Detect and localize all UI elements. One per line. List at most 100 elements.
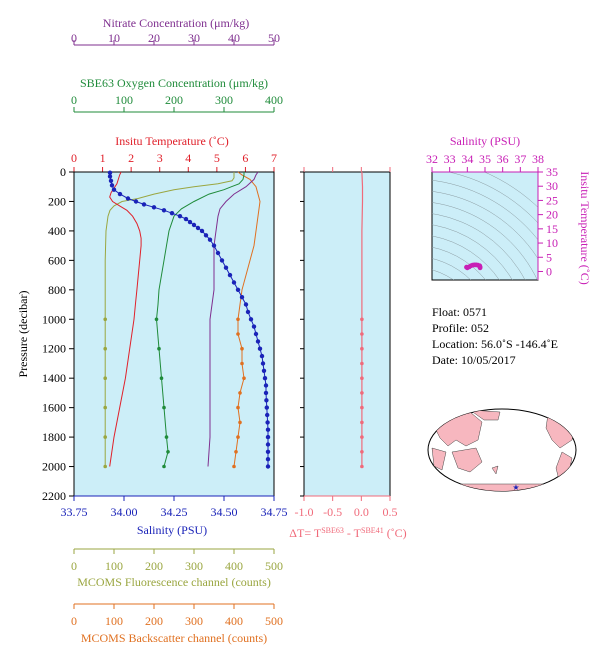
oxygen-tick-label: 300 — [215, 93, 233, 107]
delta-t-axis: -1.0 -0.5 0.0 0.5 — [295, 167, 398, 519]
salinity-point — [219, 258, 225, 263]
salinity-point — [265, 412, 270, 418]
fluorescence-axis-title: MCOMS Fluorescence channel (counts) — [77, 575, 271, 589]
salinity-point — [125, 196, 131, 201]
ts-salinity-tick-label: 38 — [532, 152, 544, 166]
salinity-point — [265, 464, 271, 469]
temperature-tick-label: 6 — [242, 151, 248, 165]
info-location: Location: 56.0˚S -146.4˚E — [432, 337, 558, 351]
backscatter-axis: 0 100 200 300 400 500 — [71, 603, 283, 628]
salinity-point — [177, 214, 183, 219]
fluorescence-point — [103, 405, 107, 410]
salinity-point — [169, 211, 175, 216]
temperature-axis-title: Insitu Temperature (˚C) — [115, 134, 229, 148]
pressure-tick-label: 2000 — [42, 460, 66, 474]
backscatter-point — [240, 346, 244, 351]
salinity-tick-label: 34.25 — [161, 505, 188, 519]
oxygen-tick-label: 400 — [265, 93, 283, 107]
nitrate-tick-label: 20 — [148, 31, 160, 45]
delta-t-point — [360, 376, 364, 381]
temperature-axis: 0 1 2 3 4 5 6 7 — [71, 151, 277, 173]
oxygen-tick-label: 0 — [71, 93, 77, 107]
pressure-tick-label: 400 — [48, 224, 66, 238]
delta-t-point — [360, 464, 364, 469]
oxygen-point — [162, 405, 166, 410]
salinity-point — [117, 191, 123, 197]
salinity-point — [151, 205, 157, 210]
ts-salinity-tick-label: 37 — [514, 152, 526, 166]
pressure-tick-label: 1600 — [42, 401, 66, 415]
pressure-axis-title: Pressure (decibar) — [16, 291, 30, 378]
salinity-point — [260, 361, 266, 366]
salinity-point — [111, 187, 117, 192]
temperature-tick-label: 1 — [100, 151, 106, 165]
salinity-point — [265, 457, 271, 462]
salinity-point — [263, 390, 269, 396]
pressure-tick-label: 800 — [48, 283, 66, 297]
delta-t-point — [360, 405, 364, 410]
salinity-point — [265, 449, 271, 454]
salinity-point — [255, 339, 261, 344]
map-float-location-marker: ★ — [512, 483, 519, 492]
backscatter-line — [233, 171, 261, 467]
ts-temperature-tick-label: 15 — [546, 222, 558, 236]
oxygen-axis-title: SBE63 Oxygen Concentration (μm/kg) — [80, 76, 268, 90]
delta-t-point — [360, 361, 364, 366]
fluorescence-line — [104, 172, 235, 467]
pressure-tick-label: 600 — [48, 253, 66, 267]
temperature-tick-label: 3 — [157, 151, 163, 165]
nitrate-line — [207, 171, 259, 467]
backscatter-point — [236, 435, 240, 439]
temperature-tick-label: 4 — [185, 151, 191, 165]
salinity-point — [265, 427, 271, 432]
fluorescence-point — [103, 464, 107, 469]
oxygen-line — [155, 172, 245, 467]
salinity-tick-label: 33.75 — [61, 505, 88, 519]
main-panel-background — [73, 171, 275, 497]
salinity-point — [265, 442, 271, 447]
salinity-point — [141, 202, 147, 207]
oxygen-point — [162, 464, 166, 469]
salinity-point — [248, 317, 254, 322]
ts-temperature-tick-label: 30 — [546, 179, 558, 193]
fluorescence-point — [103, 376, 107, 381]
salinity-point — [215, 250, 221, 256]
delta-t-panel-background — [303, 171, 391, 497]
delta-t-point — [360, 420, 364, 425]
delta-t-point — [360, 332, 364, 336]
delta-t-axis-title: ΔT= TSBE63 - TSBE41 (˚C) — [289, 526, 406, 541]
salinity-point — [187, 219, 193, 225]
info-float: Float: 0571 — [432, 305, 487, 319]
backscatter-point — [232, 464, 236, 469]
main-plot — [103, 170, 271, 469]
salinity-point — [199, 228, 205, 234]
ts-temperature-tick-label: 20 — [546, 208, 558, 222]
ts-salinity-tick-label: 33 — [444, 152, 456, 166]
oxygen-point — [157, 346, 161, 351]
temperature-tick-label: 5 — [214, 151, 220, 165]
pressure-tick-label: 2200 — [42, 489, 66, 503]
salinity-point — [251, 324, 257, 329]
ts-temperature-tick-label: 10 — [546, 236, 558, 250]
salinity-point — [264, 398, 269, 403]
salinity-point — [265, 434, 271, 440]
temperature-tick-label: 0 — [71, 151, 77, 165]
delta-t-point — [360, 346, 364, 351]
backscatter-tick-label: 300 — [185, 614, 203, 628]
fluorescence-tick-label: 400 — [225, 559, 243, 573]
nitrate-tick-label: 30 — [188, 31, 200, 45]
backscatter-tick-label: 200 — [145, 614, 163, 628]
oxygen-tick-label: 100 — [115, 93, 133, 107]
salinity-point — [191, 222, 197, 228]
pressure-axis: 0 200 400 600 800 1000 1200 1400 1600 1800 2000 220… — [42, 165, 74, 503]
fluorescence-axis: 0 100 200 300 400 500 — [71, 548, 283, 573]
info-profile: Profile: 052 — [432, 321, 489, 335]
backscatter-point — [236, 317, 240, 322]
ts-salinity-title: Salinity (PSU) — [450, 134, 520, 148]
backscatter-point — [238, 420, 242, 425]
ts-salinity-tick-label: 32 — [426, 152, 438, 166]
ts-temperature-tick-label: 5 — [546, 250, 552, 264]
fluorescence-point — [103, 346, 107, 351]
salinity-point — [261, 368, 267, 373]
